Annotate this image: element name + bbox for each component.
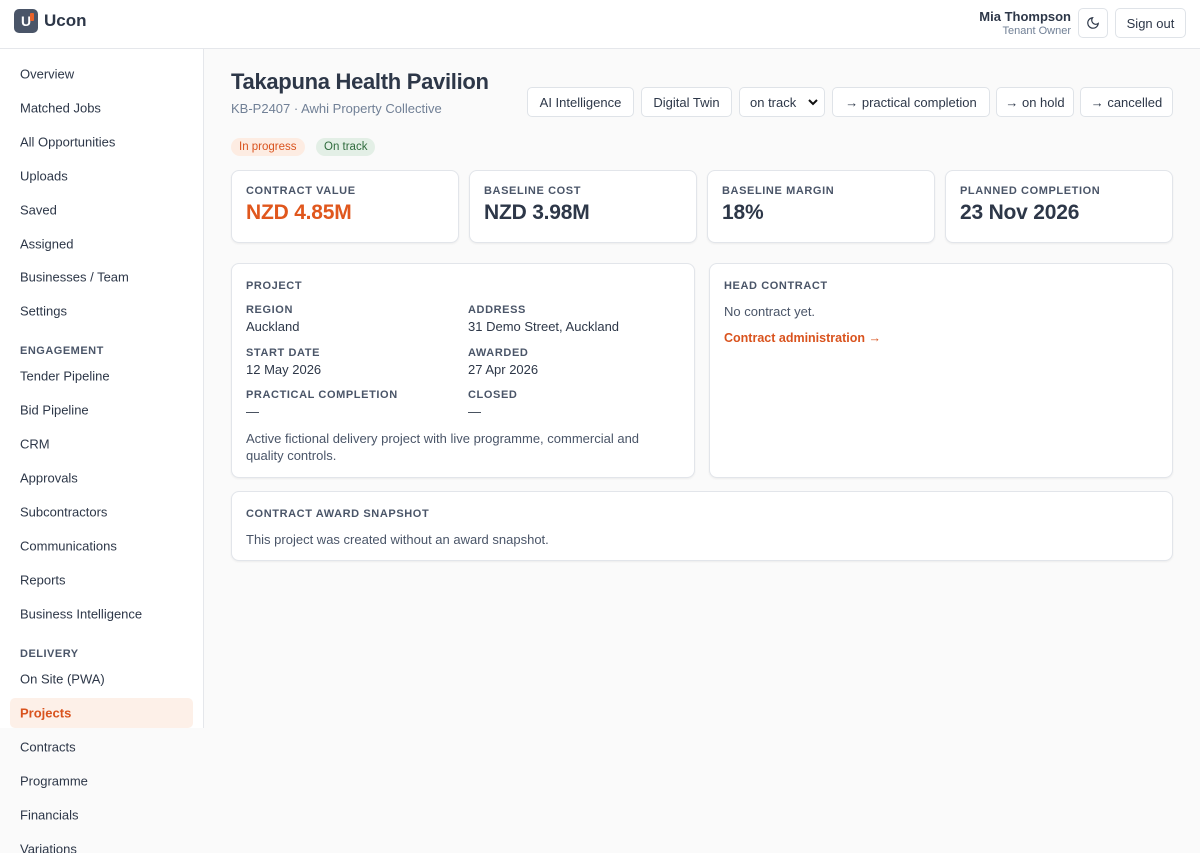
transition-button[interactable]: → practical completion [832, 87, 990, 117]
nav-section: DELIVERY [20, 648, 79, 660]
stat-card: BASELINE COST NZD 3.98M [469, 170, 697, 243]
stat-value: 23 Nov 2026 [960, 201, 1080, 224]
action-button[interactable]: Digital Twin [641, 87, 732, 117]
transition-button[interactable]: → on hold [996, 87, 1074, 117]
project-subtitle: KB-P2407 · Awhi Property Collective [231, 101, 442, 116]
card-heading: HEAD CONTRACT [724, 280, 828, 292]
nav-item[interactable]: Matched Jobs [20, 100, 101, 116]
action-button[interactable]: AI Intelligence [527, 87, 634, 117]
field: ADDRESS 31 Demo Street, Auckland [468, 304, 678, 334]
nav-item[interactable]: CRM [20, 436, 50, 452]
field: START DATE 12 May 2026 [246, 347, 456, 377]
stat-label: CONTRACT VALUE [246, 185, 356, 197]
field-label: REGION [246, 304, 293, 316]
card-text: This project was created without an awar… [246, 532, 549, 547]
brand[interactable]: Ucon [44, 11, 87, 30]
card-heading: CONTRACT AWARD SNAPSHOT [246, 508, 430, 520]
description: Active fictional delivery project with l… [246, 431, 640, 463]
select-value: on track [750, 94, 797, 110]
nav-item[interactable]: Projects [20, 705, 72, 721]
card-heading: PROJECT [246, 280, 303, 292]
head-contract-card: HEAD CONTRACT No contract yet. Contract … [709, 263, 1173, 478]
contract-link[interactable]: Contract administration → [724, 331, 881, 345]
nav-item[interactable]: Assigned [20, 236, 74, 251]
nav-item[interactable]: Bid Pipeline [20, 402, 89, 418]
stat-card: CONTRACT VALUE NZD 4.85M [231, 170, 459, 243]
nav-item[interactable]: Programme [20, 773, 88, 789]
nav-item[interactable]: Communications [20, 538, 117, 554]
nav-item[interactable]: Financials [20, 807, 79, 823]
field-value: 31 Demo Street, Auckland [468, 319, 620, 334]
nav-item[interactable]: Businesses / Team [20, 269, 129, 285]
stat-card: PLANNED COMPLETION 23 Nov 2026 [945, 170, 1173, 243]
moon-icon [1087, 17, 1099, 29]
user-info: Mia Thompson Tenant Owner [979, 9, 1071, 37]
user-role: Tenant Owner [1002, 25, 1071, 37]
field-label: ADDRESS [468, 304, 526, 316]
stat-value: NZD 3.98M [484, 201, 590, 224]
badge: On track [316, 138, 376, 156]
nav-item[interactable]: Business Intelligence [20, 606, 143, 622]
logo[interactable]: U [14, 9, 38, 33]
nav-item[interactable]: All Opportunities [20, 134, 116, 150]
logo-letter: U [20, 13, 32, 29]
stat-card: BASELINE MARGIN 18% [707, 170, 935, 243]
field: REGION Auckland [246, 304, 456, 334]
field-label: AWARDED [468, 346, 529, 359]
field-value: Auckland [246, 319, 300, 334]
field-value: — [468, 404, 481, 419]
stat-value: 18% [722, 201, 764, 224]
field-label: CLOSED [468, 389, 518, 401]
snapshot-card: CONTRACT AWARD SNAPSHOT This project was… [231, 491, 1173, 561]
nav-item[interactable]: Subcontractors [20, 504, 108, 520]
nav-item[interactable]: On Site (PWA) [20, 671, 105, 687]
field: PRACTICAL COMPLETION — [246, 389, 456, 419]
nav-item[interactable]: Settings [20, 303, 67, 319]
status-select[interactable]: on track [739, 87, 825, 117]
field-value: 27 Apr 2026 [468, 361, 539, 377]
nav-item[interactable]: Uploads [20, 168, 68, 184]
stat-value: NZD 4.85M [246, 201, 352, 224]
card-text: No contract yet. [724, 304, 816, 319]
top-bar: U Ucon Mia Thompson Tenant Owner Sign ou… [0, 0, 1200, 49]
stat-label: BASELINE MARGIN [722, 185, 835, 197]
field-value: — [246, 404, 259, 419]
stat-label: PLANNED COMPLETION [960, 185, 1101, 197]
nav-item[interactable]: Contracts [20, 739, 76, 755]
field-label: START DATE [246, 346, 321, 359]
badge: In progress [231, 138, 305, 156]
sidebar [0, 49, 204, 728]
project-title: Takapuna Health Pavilion [231, 69, 489, 94]
field-value: 12 May 2026 [246, 361, 322, 377]
nav-item[interactable]: Tender Pipeline [20, 368, 110, 384]
nav-item[interactable]: Variations [20, 841, 77, 853]
user-name: Mia Thompson [979, 9, 1071, 24]
field: AWARDED 27 Apr 2026 [468, 347, 678, 377]
sign-out[interactable]: Sign out [1115, 8, 1186, 38]
stat-label: BASELINE COST [484, 185, 582, 197]
theme-toggle[interactable] [1078, 8, 1108, 38]
nav-section: ENGAGEMENT [20, 345, 104, 357]
project-card: PROJECT REGION Auckland ADDRESS 31 Demo Str… [231, 263, 695, 478]
chevron [808, 99, 818, 106]
nav-item[interactable]: Approvals [20, 470, 78, 486]
field-label: PRACTICAL COMPLETION [246, 389, 398, 401]
field: CLOSED — [468, 389, 678, 419]
transition-button[interactable]: → cancelled [1080, 87, 1173, 117]
nav-item[interactable]: Saved [20, 202, 57, 218]
active-nav-bg [10, 698, 193, 728]
nav-item[interactable]: Overview [20, 66, 75, 82]
nav-item[interactable]: Reports [20, 572, 66, 588]
